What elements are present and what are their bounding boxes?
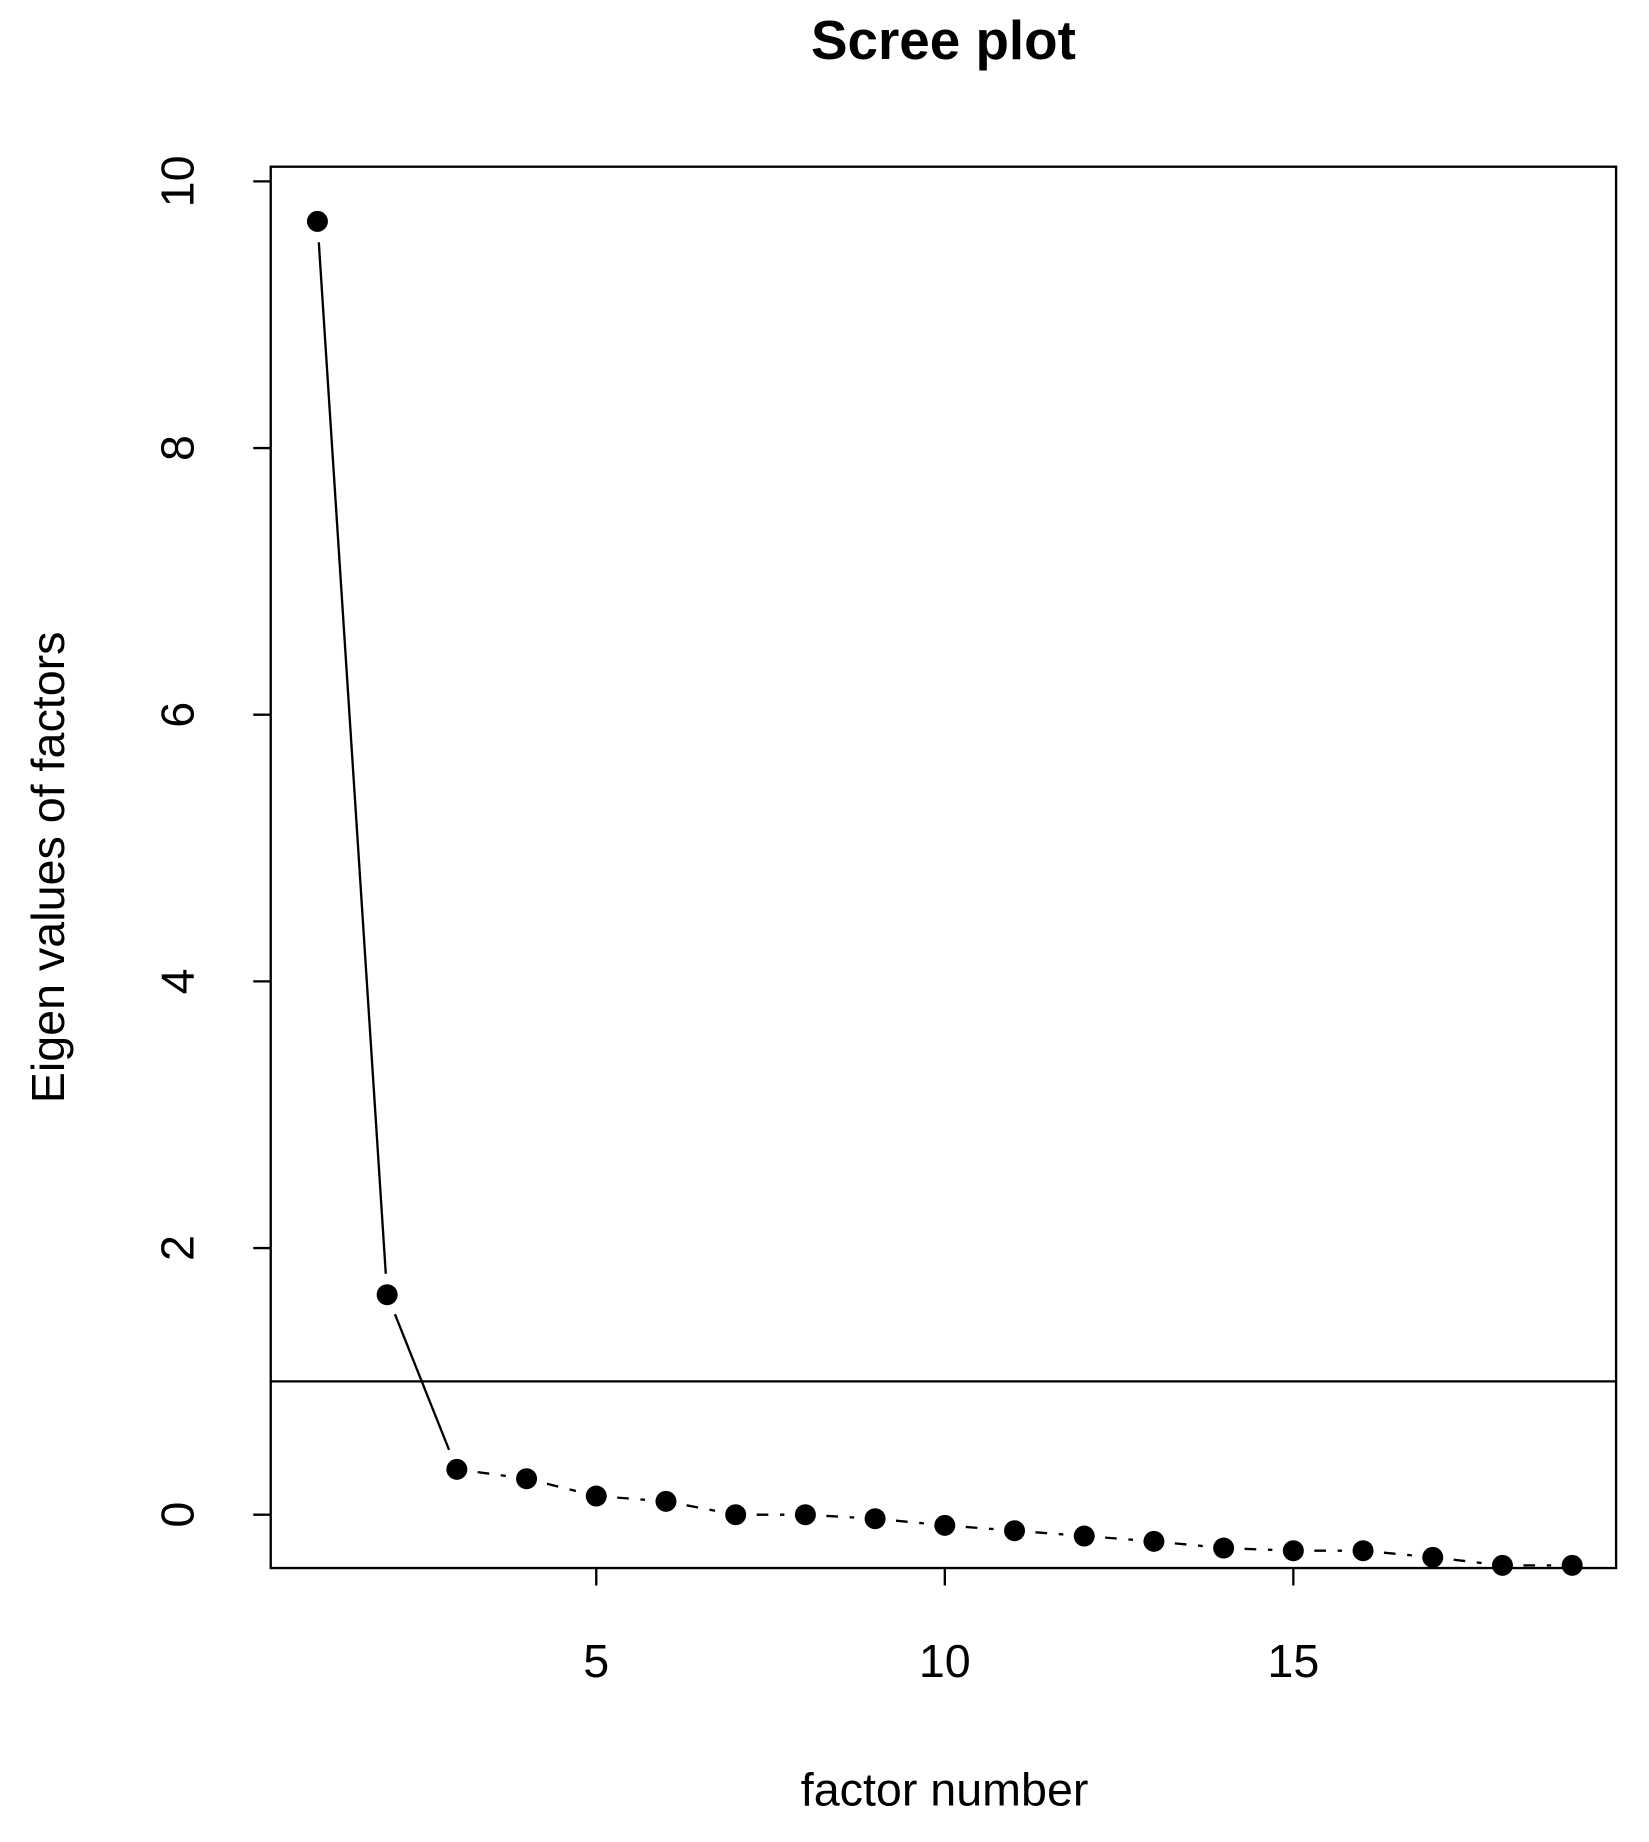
y-tick-label: 2: [151, 1235, 203, 1261]
y-tick-label: 0: [151, 1502, 203, 1528]
data-point: [1213, 1537, 1235, 1559]
x-tick-label: 5: [583, 1635, 609, 1687]
data-point: [725, 1504, 747, 1526]
data-point: [446, 1458, 468, 1480]
data-point: [1004, 1520, 1026, 1542]
plot-frame: [269, 165, 1618, 1570]
line-segment: [477, 1470, 506, 1478]
line-segment: [1174, 1542, 1203, 1548]
y-tick-label: 10: [151, 155, 203, 207]
data-point: [376, 1284, 398, 1306]
y-tick-label: 8: [151, 435, 203, 461]
line-segment: [1035, 1531, 1064, 1536]
line-segment: [617, 1496, 646, 1501]
data-point: [794, 1504, 816, 1526]
y-tick-label: 4: [151, 968, 203, 994]
data-point: [1561, 1554, 1583, 1576]
line-segment: [1244, 1547, 1273, 1552]
line-segment: [1453, 1558, 1482, 1565]
data-point: [516, 1468, 538, 1490]
line-segment: [1105, 1536, 1134, 1541]
line-segment: [686, 1504, 716, 1512]
data-point: [1352, 1540, 1374, 1562]
data-point: [864, 1508, 886, 1530]
data-point: [1073, 1525, 1095, 1547]
line-segment: [317, 242, 387, 1274]
y-tick-label: 6: [151, 702, 203, 728]
line-segment: [826, 1514, 855, 1519]
x-tick-label: 10: [919, 1635, 971, 1687]
line-segment: [546, 1482, 577, 1493]
data-point: [1491, 1554, 1513, 1576]
data-point: [655, 1490, 677, 1512]
data-point: [1422, 1546, 1444, 1568]
data-point: [1143, 1530, 1165, 1552]
chart-title: Scree plot: [811, 9, 1076, 71]
x-tick-label: 15: [1267, 1635, 1319, 1687]
data-point: [306, 210, 328, 232]
line-segment: [895, 1519, 925, 1525]
line-segment: [393, 1313, 451, 1451]
y-axis-label: Eigen values of factors: [22, 632, 74, 1104]
line-segment: [965, 1525, 994, 1531]
data-point: [585, 1485, 607, 1507]
data-point: [934, 1514, 956, 1536]
data-point: [1282, 1540, 1304, 1562]
line-segment: [1383, 1551, 1412, 1557]
x-axis-label: factor number: [801, 1763, 1089, 1815]
